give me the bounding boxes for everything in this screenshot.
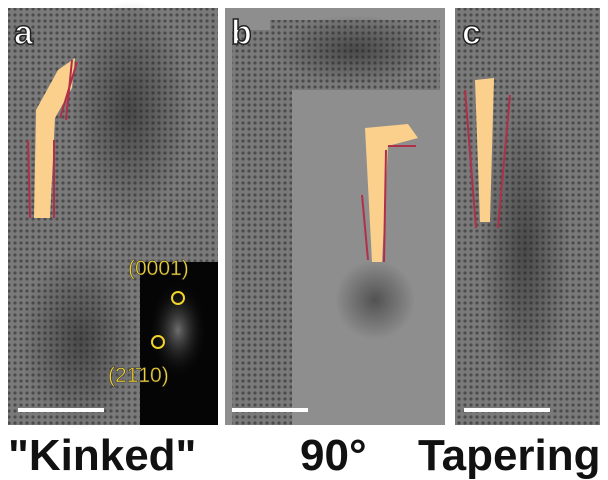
panel-label: b xyxy=(231,14,252,52)
caption: 90° xyxy=(300,431,367,480)
panel-label: a xyxy=(14,14,34,52)
panel-a: a (0001) (21̄10) xyxy=(8,0,218,430)
inset-label: (0001) xyxy=(128,257,189,280)
inset-label: (21̄10) xyxy=(108,364,169,387)
panel-b: b xyxy=(225,8,445,425)
panel-label: c xyxy=(462,14,481,52)
panel-c: c xyxy=(455,8,600,425)
caption: Tapering xyxy=(418,431,601,480)
caption: "Kinked" xyxy=(8,431,196,480)
